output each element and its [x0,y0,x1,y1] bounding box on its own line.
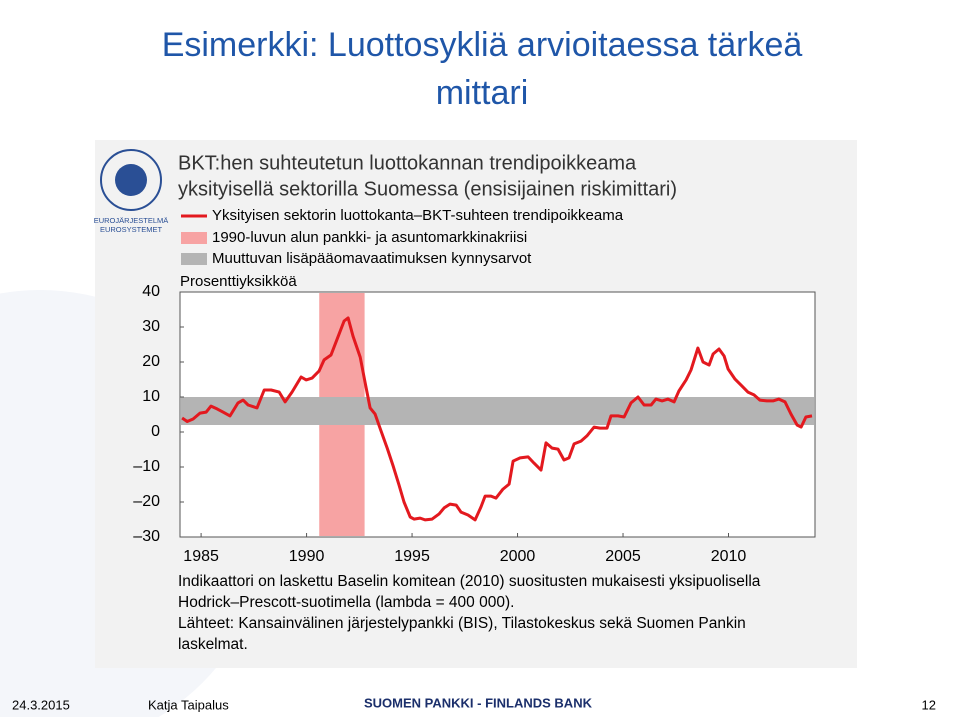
logo [115,164,147,196]
footer-date: 24.3.2015 [12,697,70,712]
y-tick-label: 30 [142,318,160,335]
footer-author: Katja Taipalus [148,697,229,712]
legend-swatch [181,232,207,244]
y-tick-label: 20 [142,353,160,370]
y-tick-label: 40 [142,283,160,300]
y-tick-label: –30 [133,528,160,545]
x-tick-label: 2000 [500,548,536,565]
logo [100,149,162,211]
x-tick-label: 1985 [183,548,219,565]
x-tick-label: 2005 [605,548,641,565]
series-line [181,316,813,522]
logo-text: EUROJÄRJESTELMÄ [94,216,169,225]
slide-title: Esimerkki: Luottosykliä arvioitaessa tär… [162,26,803,64]
legend-label: Yksityisen sektorin luottokanta–BKT-suht… [212,207,624,224]
x-tick-label: 1995 [394,548,430,565]
note: Hodrick–Prescott-suotimella (lambda = 40… [178,594,514,611]
logo-text: EUROSYSTEMET [100,225,163,234]
threshold-band [181,397,814,425]
note: laskelmat. [178,636,248,653]
footer-bank: SUOMEN PANKKI - FINLANDS BANK [364,695,593,710]
y-tick-label: –10 [133,458,160,475]
legend-label: Muuttuvan lisäpääomavaatimuksen kynnysar… [212,250,532,267]
legend-label: 1990-luvun alun pankki- ja asuntomarkkin… [212,229,527,246]
y-tick-label: 0 [151,423,160,440]
slide-title: mittari [436,74,529,112]
x-tick-label: 2010 [711,548,747,565]
chart-title: yksityisellä sektorilla Suomessa (ensisi… [178,178,677,200]
note: Lähteet: Kansainvälinen järjestelypankki… [178,615,746,632]
y-tick-label: 10 [142,388,160,405]
legend-swatch [181,253,207,265]
note: Indikaattori on laskettu Baselin komitea… [178,573,761,590]
y-axis-label: Prosenttiyksikköä [180,273,297,290]
x-tick-label: 1990 [289,548,325,565]
y-tick-label: –20 [133,493,160,510]
footer-page: 12 [922,697,936,712]
chart-title: BKT:hen suhteutetun luottokannan trendip… [178,152,637,174]
